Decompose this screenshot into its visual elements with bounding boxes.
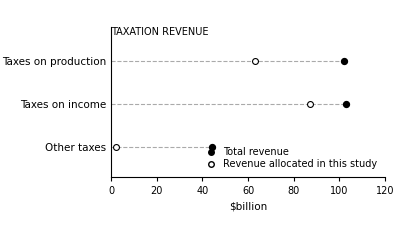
Point xyxy=(208,145,215,149)
Point xyxy=(343,102,349,106)
Point xyxy=(252,60,258,63)
Point xyxy=(113,145,119,149)
Point xyxy=(341,60,347,63)
Point xyxy=(306,102,313,106)
Legend: Total revenue, Revenue allocated in this study: Total revenue, Revenue allocated in this… xyxy=(198,144,380,172)
X-axis label: $billion: $billion xyxy=(229,202,267,212)
Text: TAXATION REVENUE: TAXATION REVENUE xyxy=(111,27,209,37)
